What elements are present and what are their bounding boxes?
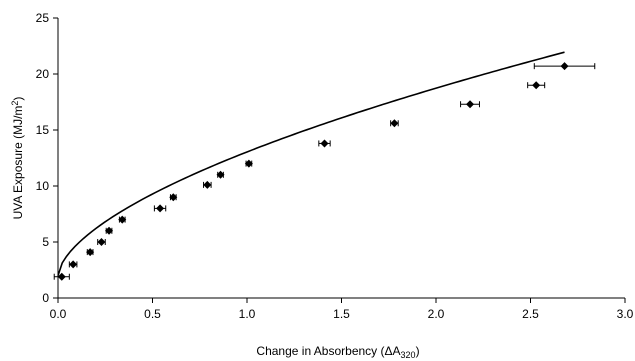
y-tick-label: 25 xyxy=(36,11,50,25)
x-axis-ticks: 0.0 0.5 1.0 1.5 2.0 2.5 3.0 xyxy=(50,298,634,321)
data-point xyxy=(560,62,569,71)
data-point xyxy=(57,272,66,281)
data-point xyxy=(86,248,95,257)
x-tick-label: 2.0 xyxy=(428,307,445,321)
data-point xyxy=(97,238,106,246)
data-point xyxy=(390,119,399,128)
data-point xyxy=(69,260,78,269)
y-tick-label: 20 xyxy=(36,67,50,81)
x-tick-label: 3.0 xyxy=(617,307,634,321)
data-point xyxy=(156,204,165,213)
y-axis-title: UVA Exposure (MJ/m2) xyxy=(10,97,25,220)
y-tick-label: 0 xyxy=(42,291,49,305)
data-point xyxy=(320,139,329,148)
x-tick-label: 0.5 xyxy=(144,307,161,321)
x-tick-label: 1.0 xyxy=(239,307,256,321)
data-point xyxy=(169,193,178,202)
y-axis-ticks: 0 5 10 15 20 25 xyxy=(36,11,58,305)
data-points xyxy=(57,62,569,281)
data-point xyxy=(532,81,541,90)
data-point xyxy=(466,100,475,109)
x-tick-label: 2.5 xyxy=(522,307,539,321)
data-point xyxy=(244,159,253,168)
error-bars xyxy=(53,63,596,280)
x-axis-title: Change in Absorbency (ΔA320) xyxy=(256,344,419,360)
data-point xyxy=(105,226,114,235)
data-point xyxy=(203,180,212,189)
data-point xyxy=(118,215,127,224)
plot-area: 0.0 0.5 1.0 1.5 2.0 2.5 3.0 0 5 10 15 20 25 xyxy=(36,11,634,321)
y-tick-label: 15 xyxy=(36,123,50,137)
y-tick-label: 5 xyxy=(42,235,49,249)
y-tick-label: 10 xyxy=(36,179,50,193)
data-point xyxy=(216,170,225,179)
trendline xyxy=(57,51,565,276)
x-tick-label: 1.5 xyxy=(333,307,350,321)
x-tick-label: 0.0 xyxy=(50,307,67,321)
